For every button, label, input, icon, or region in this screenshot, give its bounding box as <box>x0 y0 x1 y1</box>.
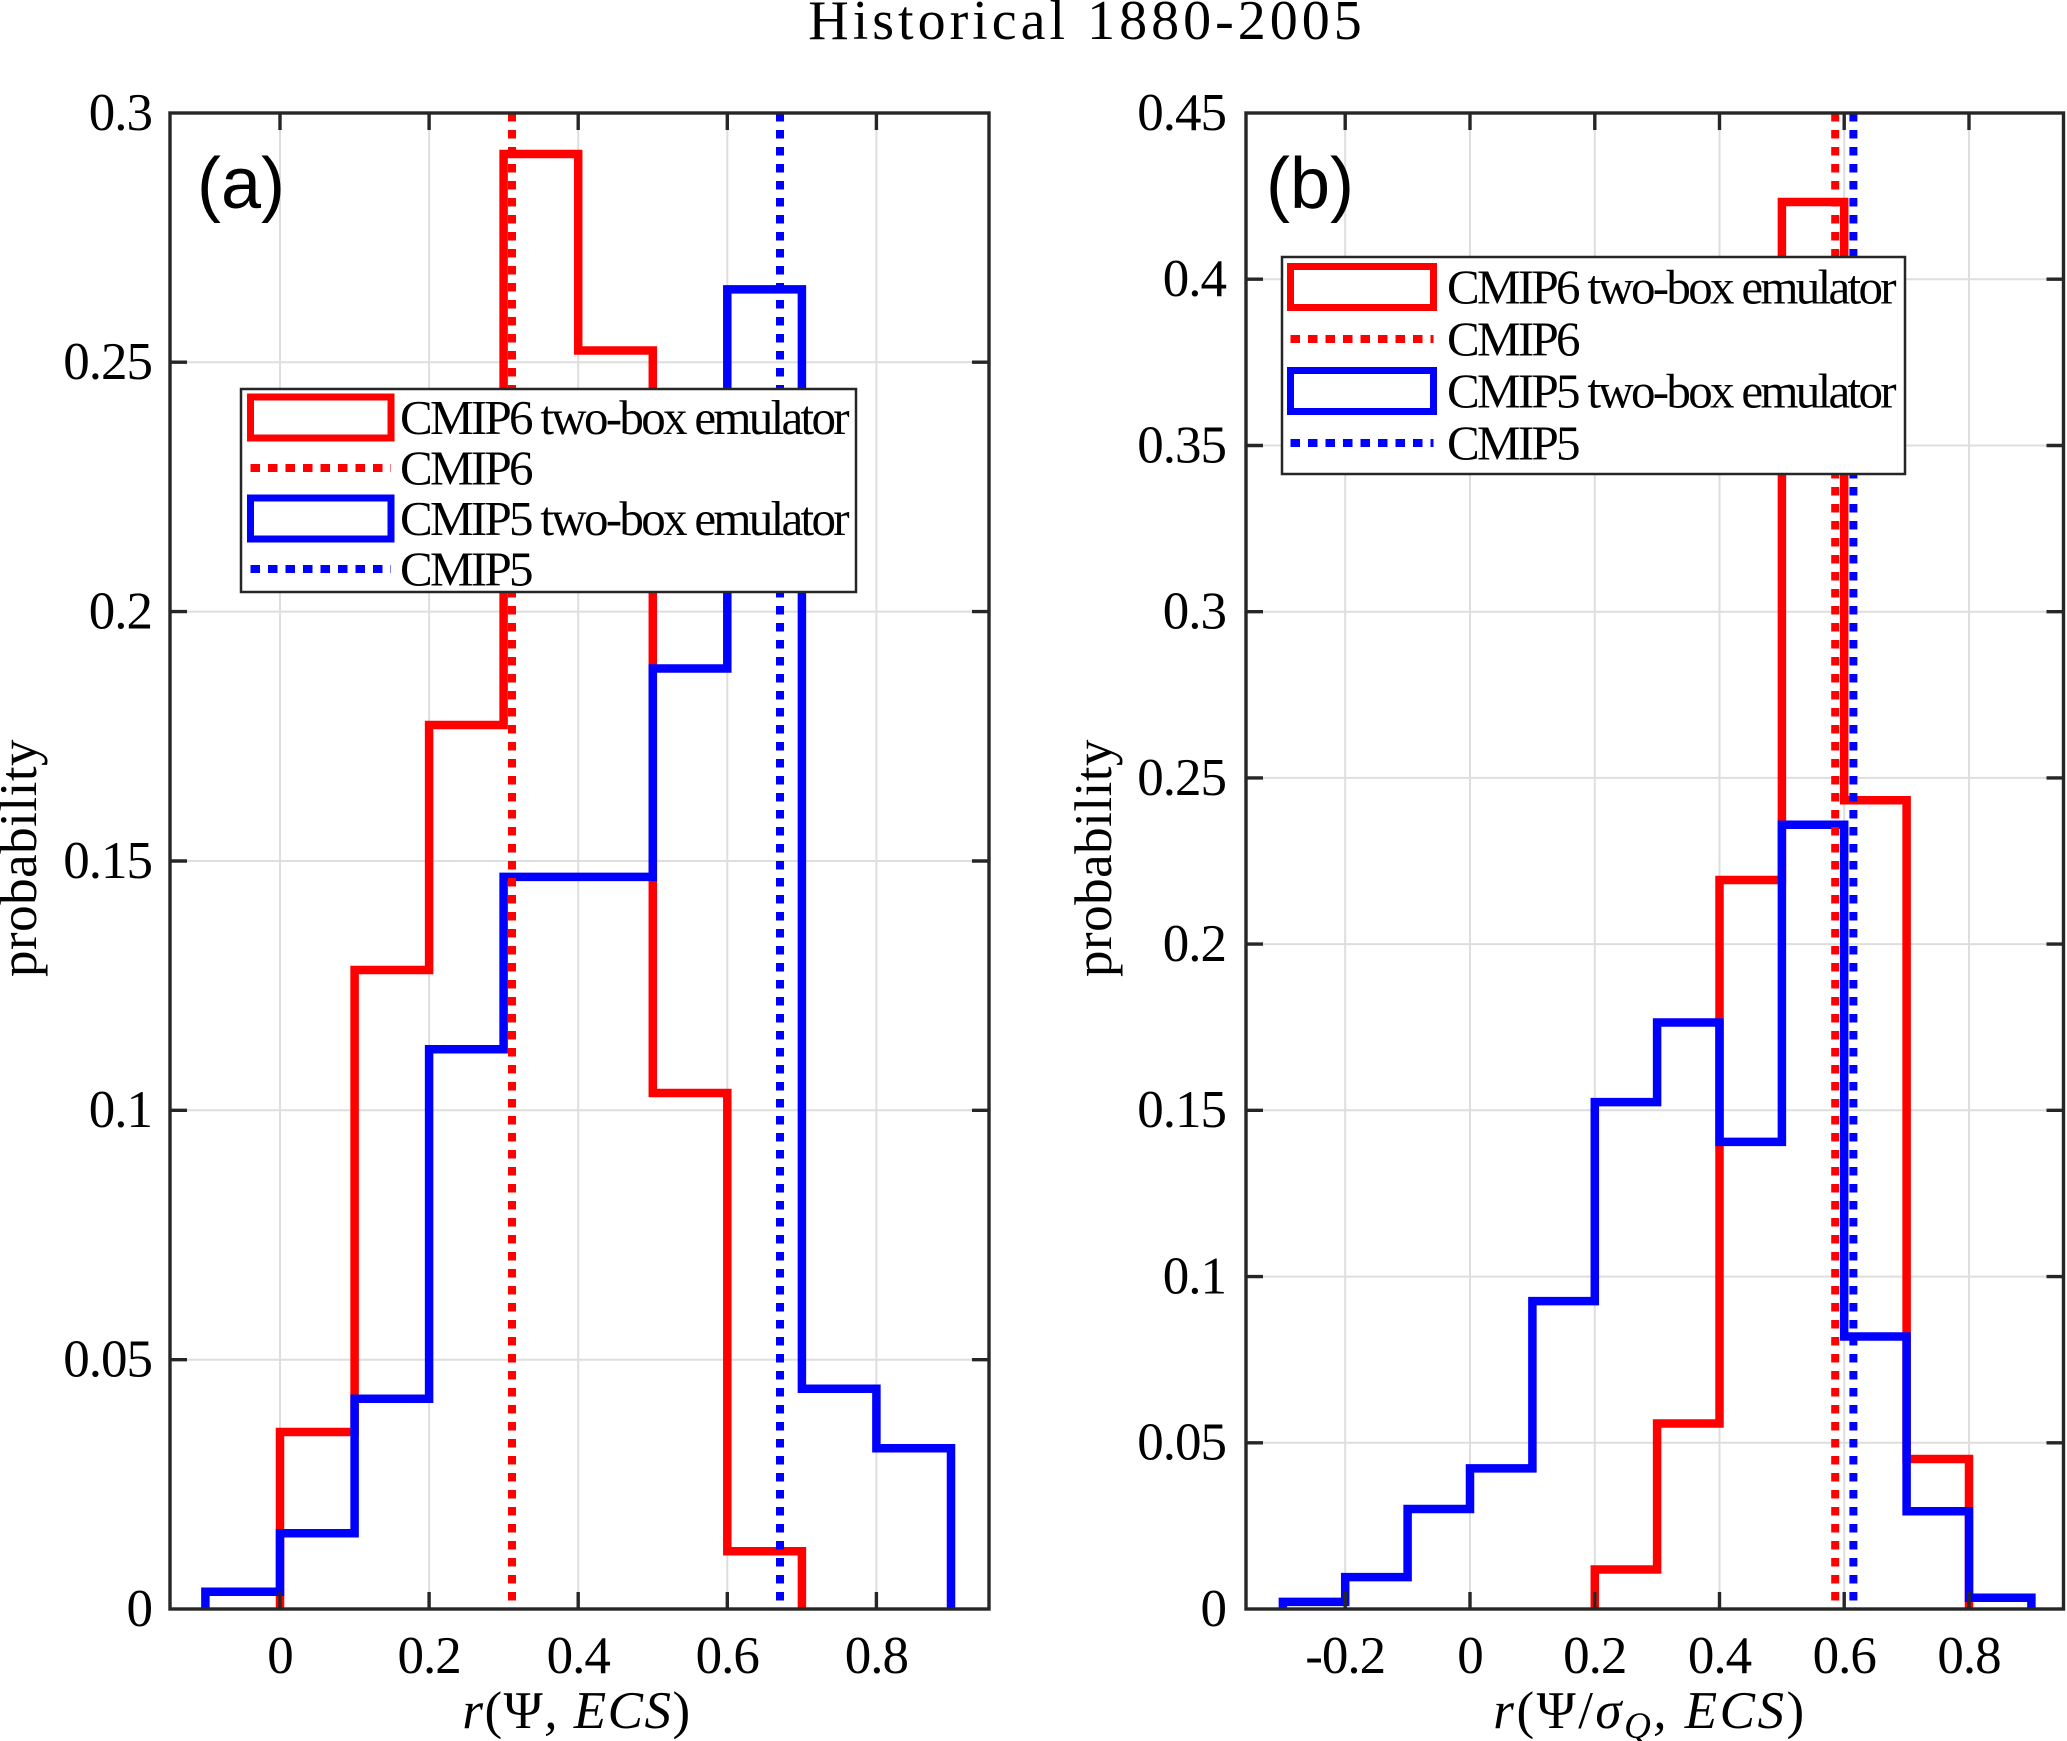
svg-text:CMIP6: CMIP6 <box>1447 312 1580 367</box>
svg-text:0.6: 0.6 <box>1813 1627 1876 1685</box>
svg-text:0.2: 0.2 <box>1563 1627 1626 1685</box>
svg-text:CMIP5 two-box emulator: CMIP5 two-box emulator <box>400 491 849 546</box>
svg-text:0: 0 <box>1457 1627 1483 1685</box>
svg-text:0.4: 0.4 <box>1163 250 1227 308</box>
svg-text:0.15: 0.15 <box>1137 1081 1226 1139</box>
svg-text:0.3: 0.3 <box>1163 583 1226 641</box>
svg-text:0.35: 0.35 <box>1137 416 1226 474</box>
svg-text:0.3: 0.3 <box>89 84 152 142</box>
svg-text:0.05: 0.05 <box>63 1331 152 1389</box>
svg-text:probability: probability <box>1065 739 1123 977</box>
svg-text:0.15: 0.15 <box>63 832 152 890</box>
svg-text:(b): (b) <box>1266 144 1354 224</box>
svg-text:0.6: 0.6 <box>696 1627 759 1685</box>
svg-text:-0.2: -0.2 <box>1305 1627 1385 1685</box>
svg-text:r(Ψ, ECS): r(Ψ, ECS) <box>462 1682 691 1740</box>
svg-text:0.05: 0.05 <box>1137 1414 1226 1472</box>
svg-text:0.25: 0.25 <box>63 333 152 391</box>
svg-text:CMIP6 two-box emulator: CMIP6 two-box emulator <box>400 390 849 445</box>
svg-text:CMIP5: CMIP5 <box>400 542 532 597</box>
svg-text:0.8: 0.8 <box>1937 1627 2000 1685</box>
svg-text:0.2: 0.2 <box>1163 915 1226 973</box>
svg-text:(a): (a) <box>197 144 285 224</box>
svg-text:0.2: 0.2 <box>397 1627 460 1685</box>
svg-text:0.8: 0.8 <box>845 1627 908 1685</box>
svg-text:0.45: 0.45 <box>1137 84 1226 142</box>
svg-text:0.4: 0.4 <box>547 1627 611 1685</box>
svg-text:CMIP6: CMIP6 <box>400 441 533 496</box>
svg-text:Historical 1880-2005: Historical 1880-2005 <box>808 0 1365 52</box>
svg-text:0.1: 0.1 <box>89 1081 152 1139</box>
svg-text:0: 0 <box>267 1627 293 1685</box>
svg-text:CMIP6 two-box emulator: CMIP6 two-box emulator <box>1447 260 1896 315</box>
svg-text:0.4: 0.4 <box>1688 1627 1752 1685</box>
svg-text:CMIP5: CMIP5 <box>1447 416 1579 471</box>
svg-text:0.25: 0.25 <box>1137 749 1226 807</box>
svg-text:CMIP5 two-box emulator: CMIP5 two-box emulator <box>1447 364 1896 419</box>
svg-text:0.2: 0.2 <box>89 583 152 641</box>
svg-text:0.1: 0.1 <box>1163 1248 1226 1306</box>
svg-text:0: 0 <box>127 1580 153 1638</box>
svg-text:0: 0 <box>1201 1580 1227 1638</box>
svg-text:probability: probability <box>0 739 48 977</box>
